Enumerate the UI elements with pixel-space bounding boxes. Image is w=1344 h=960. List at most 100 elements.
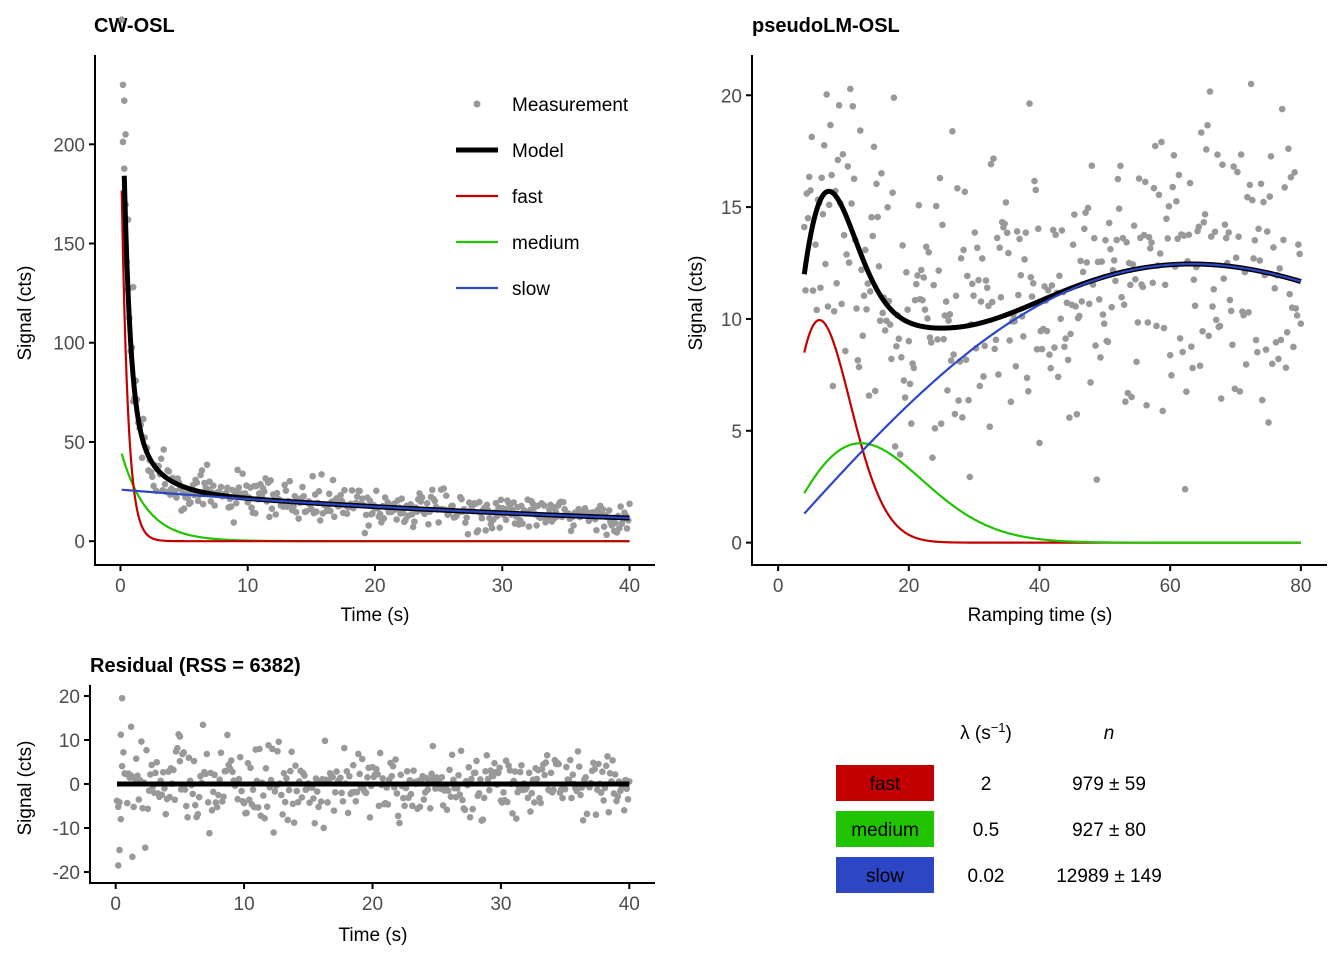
cw-measurement-point	[203, 461, 211, 469]
residual-axes: 0 10 20 30 40 -20 -10 0 10 20	[53, 685, 655, 915]
lm-measurement-point	[1088, 162, 1096, 169]
lm-measurement-point	[1063, 299, 1071, 307]
residual-points	[113, 694, 633, 869]
cw-measurement-point	[348, 487, 356, 494]
table-lambda-value: 0.02	[968, 866, 1005, 887]
lm-measurement-point	[866, 288, 874, 295]
table-component-name: medium	[851, 820, 919, 841]
lm-measurement-point	[833, 279, 840, 287]
lm-measurement-point	[1196, 362, 1204, 370]
residual-point	[524, 794, 532, 802]
lm-measurement-point	[906, 380, 914, 388]
lm-measurement-point	[1236, 388, 1244, 395]
residual-x-axis-title: Time (s)	[339, 925, 408, 946]
lm-measurement-point	[1225, 229, 1232, 236]
lm-measurement-point	[1133, 358, 1140, 366]
lm-measurement-point	[997, 294, 1005, 301]
lm-measurement-point	[1209, 303, 1216, 310]
residual-point	[376, 749, 384, 757]
residual-point	[582, 773, 589, 781]
lm-measurement-point	[1056, 272, 1063, 280]
residual-point	[192, 801, 199, 809]
lm-measurement-point	[1280, 236, 1287, 244]
residual-point	[234, 795, 241, 803]
lm-measurement-point	[977, 298, 985, 305]
lm-measurement-point	[945, 317, 952, 324]
residual-point	[202, 770, 209, 778]
residual-point	[290, 819, 298, 827]
lm-measurement-point	[859, 332, 867, 340]
lm-y-tick-label: 20	[721, 86, 742, 107]
lm-measurement-point	[1158, 138, 1165, 146]
cw-measurement-point	[462, 519, 469, 526]
lm-measurement-point	[1263, 228, 1271, 235]
lm-measurement-point	[964, 272, 971, 280]
lm-measurement-point	[869, 232, 877, 240]
lm-measurement-point	[854, 356, 862, 364]
residual-point	[181, 786, 189, 793]
lm-measurement-point	[955, 397, 962, 404]
residual-point	[364, 774, 371, 781]
lm-measurement-point	[884, 203, 891, 211]
cw-measurement-point	[193, 479, 201, 486]
residual-point	[511, 768, 519, 775]
residual-point	[384, 801, 392, 808]
residual-point	[281, 798, 289, 806]
lm-measurement-point	[1144, 319, 1152, 326]
cw-measurement-point	[369, 510, 376, 517]
lm-measurement-point	[868, 213, 875, 221]
lm-measurement-point	[1145, 233, 1153, 241]
residual-point	[254, 804, 262, 811]
lm-measurement-point	[1028, 293, 1036, 300]
residual-point	[561, 785, 569, 793]
residual-point	[606, 770, 614, 777]
residual-point	[208, 807, 216, 814]
cw-measurement-point	[273, 489, 281, 497]
cw-measurement-point	[199, 500, 207, 508]
res-y-tick-label: 10	[59, 731, 80, 752]
lm-measurement-point	[1140, 231, 1148, 239]
residual-point	[180, 749, 188, 756]
cw-measurement-point	[295, 515, 302, 522]
lm-measurement-point	[1200, 218, 1208, 226]
residual-point	[569, 771, 577, 779]
lm-measurement-point	[1130, 222, 1138, 229]
residual-point	[127, 723, 135, 731]
cw-measurement-point	[600, 523, 608, 530]
lm-measurement-point	[986, 423, 994, 431]
residual-point	[358, 755, 366, 763]
residual-point	[392, 756, 399, 763]
lm-measurement-point	[1246, 181, 1254, 189]
cw-fast-line	[120, 190, 630, 543]
cw-measurement-point	[194, 497, 202, 505]
cw-measurement-point	[593, 526, 600, 534]
residual-point	[333, 768, 340, 775]
residual-point	[346, 772, 353, 780]
lm-measurement-point	[1128, 393, 1135, 401]
lm-measurement-point	[891, 443, 899, 450]
residual-point	[135, 796, 143, 803]
lm-measurement-point	[1275, 355, 1282, 363]
lm-measurement-point	[1003, 229, 1011, 237]
residual-point	[343, 767, 351, 775]
lm-measurement-point	[808, 133, 816, 141]
lm-measurement-point	[870, 143, 878, 151]
component-table: λ (s−1) n fast 2 979 ± 59 medium 0.5 927 ± 80…	[836, 720, 1162, 893]
legend-key-measurement	[473, 100, 481, 108]
lm-measurement-point	[1002, 199, 1010, 206]
lm-measurement-point	[1079, 268, 1087, 276]
residual-point	[456, 791, 464, 798]
lm-measurement-point	[1093, 476, 1101, 483]
lm-measurement-point	[1219, 161, 1226, 168]
residual-point	[240, 799, 248, 807]
lm-measurement-point	[1156, 250, 1164, 257]
lm-measurement-point	[844, 163, 852, 170]
table-lambda-value: 0.5	[973, 820, 999, 841]
lm-measurement-point	[940, 335, 947, 343]
residual-point	[393, 790, 401, 797]
cw-measurement-point	[431, 497, 439, 505]
lm-measurement-point	[834, 156, 842, 164]
residual-point	[321, 737, 329, 745]
residual-point	[117, 815, 125, 823]
cw-measurement-point	[372, 487, 380, 495]
